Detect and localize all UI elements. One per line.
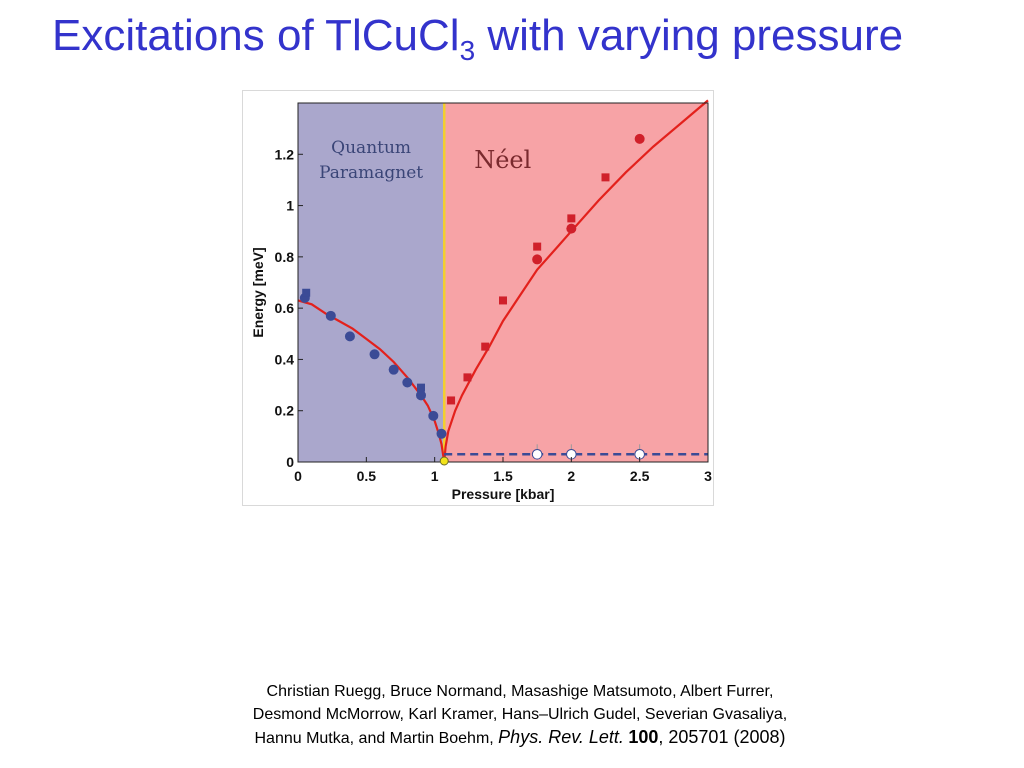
data-point-1-7: [416, 390, 426, 401]
data-point-3-3: [481, 342, 490, 351]
y-tick-label-6: 1: [286, 198, 294, 214]
citation-year: (2008): [728, 727, 786, 747]
x-tick-label-1: 0: [294, 468, 302, 484]
region-label-neel: Néel: [474, 146, 531, 174]
citation-authors-tail: Hannu Mutka, and Martin Boehm,: [254, 730, 499, 747]
data-point-1-6: [402, 377, 413, 388]
data-point-1-9: [436, 428, 447, 439]
region-label-paramagnet-2: Paramagnet: [319, 163, 423, 183]
x-tick-label-5: 2: [567, 468, 575, 484]
title-subscript: 3: [459, 35, 476, 66]
citation-line-2: Desmond McMorrow, Karl Kramer, Hans–Ulri…: [252, 706, 788, 723]
y-tick-label-3: 0.4: [275, 351, 295, 367]
data-point-1-5: [388, 364, 399, 375]
data-point-3-5: [533, 242, 542, 251]
region-label-paramagnet-1: Quantum: [331, 138, 411, 158]
data-point-1-4: [369, 349, 380, 360]
x-tick-label-2: 0.5: [357, 468, 377, 484]
citation-line-3: Hannu Mutka, and Martin Boehm, Phys. Rev…: [160, 726, 880, 750]
data-point-5-1: [531, 449, 543, 460]
citation-line-1: Christian Ruegg, Bruce Normand, Masashig…: [266, 683, 774, 700]
citation-journal: Phys. Rev. Lett.: [498, 727, 624, 747]
data-point-2-1: [302, 288, 311, 297]
data-point-4-3: [634, 133, 645, 144]
citation-volume: 100: [628, 727, 659, 747]
region-paramagnet: [298, 103, 445, 462]
data-point-2-2: [417, 383, 425, 392]
data-point-3-7: [601, 173, 610, 182]
y-axis-label: Energy [meV]: [250, 247, 266, 337]
data-point-3-1: [447, 396, 456, 405]
data-point-1-3: [344, 331, 355, 342]
title-rest: with varying pressure: [475, 11, 904, 60]
x-axis-label: Pressure [kbar]: [452, 486, 555, 502]
y-tick-label-5: 0.8: [275, 249, 295, 265]
citation-pages: , 205701: [658, 727, 729, 747]
data-point-1-8: [428, 410, 439, 421]
region-neel: [444, 103, 708, 462]
data-point-1-2: [325, 310, 336, 321]
citation: Christian Ruegg, Bruce Normand, Masashig…: [160, 680, 880, 750]
title-main: Excitations of TlCuCl: [52, 11, 460, 60]
data-point-4-1: [532, 254, 543, 265]
critical-point-marker: [439, 456, 449, 466]
x-tick-label-7: 3: [704, 468, 712, 484]
slide-title: Excitations of TlCuCl3 with varying pres…: [52, 11, 904, 65]
x-tick-label-6: 2.5: [630, 468, 650, 484]
data-point-4-2: [566, 223, 577, 234]
data-point-3-2: [463, 373, 472, 382]
x-tick-label-4: 1.5: [493, 468, 513, 484]
chart-svg: Quantum Paramagnet Néel 0 0.5 1 1.5 2 2.5 3 0 0.2 0.…: [250, 99, 712, 502]
data-point-3-6: [567, 214, 576, 223]
x-tick-label-3: 1: [431, 468, 439, 484]
y-tick-label-4: 0.6: [275, 300, 295, 316]
y-tick-label-7: 1.2: [275, 146, 295, 162]
y-tick-label-2: 0.2: [275, 403, 295, 419]
data-point-3-4: [499, 296, 507, 305]
fit-curve-2: [443, 99, 709, 463]
y-tick-label-1: 0: [286, 454, 294, 470]
chart-figure: Quantum Paramagnet Néel 0 0.5 1 1.5 2 2.5 3 0 0.2 0.…: [242, 90, 714, 506]
